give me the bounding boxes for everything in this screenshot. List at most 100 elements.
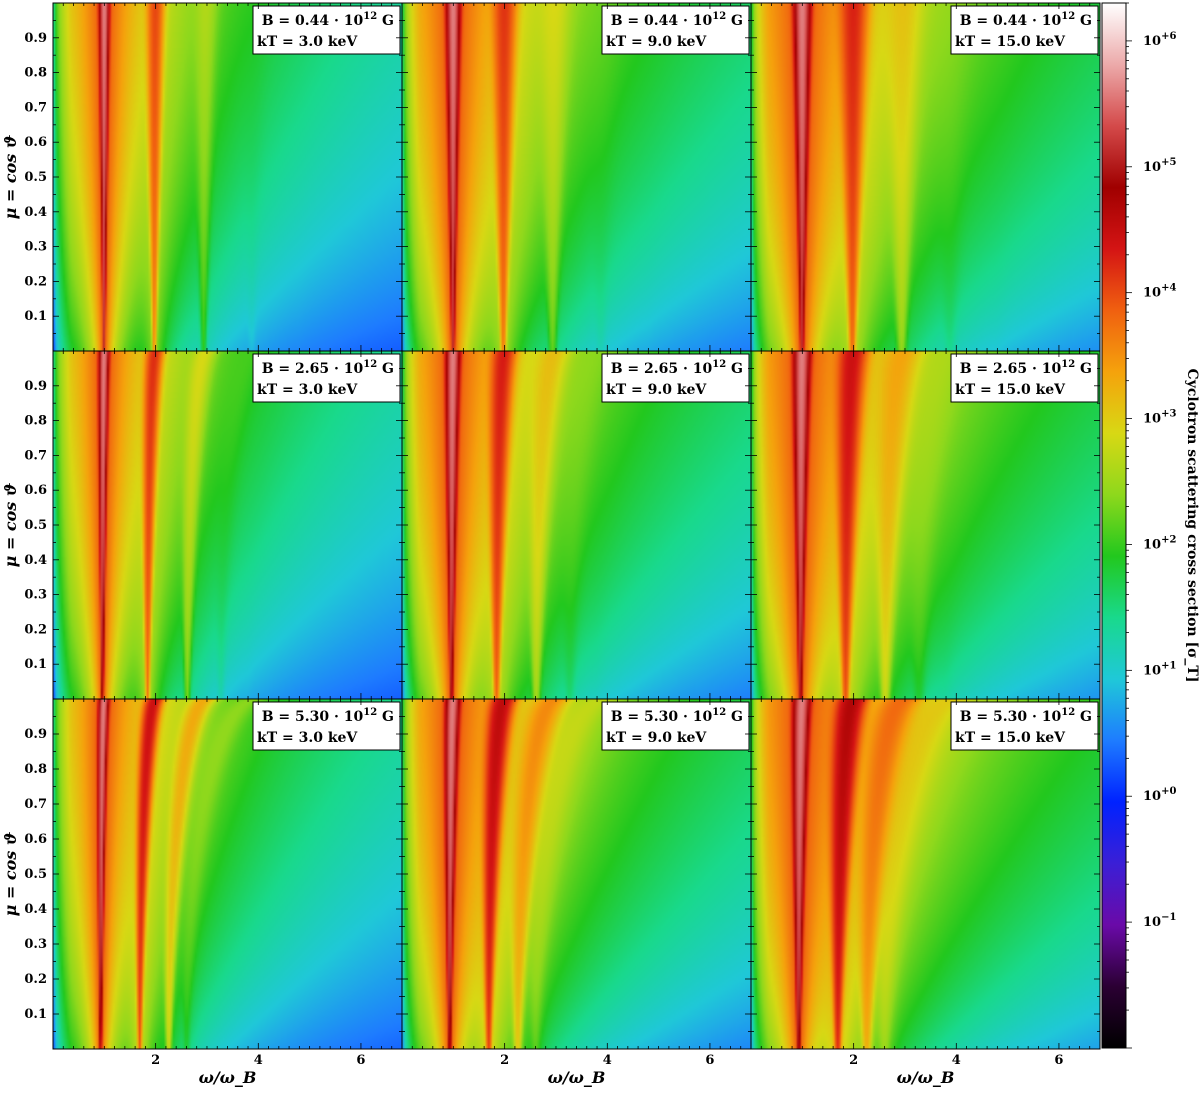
- annotation-temperature: kT = 15.0 keV: [955, 382, 1066, 398]
- y-tick-label: 0.7: [24, 448, 47, 463]
- y-axis-label: μ = cos ϑ: [1, 831, 20, 916]
- panel-1-2: B = 2.65 · 1012 G kT = 15.0 keV: [751, 351, 1100, 699]
- y-tick-label: 0.8: [24, 66, 47, 81]
- annotation-box: [601, 5, 750, 55]
- colorbar-label: Cyclotron scattering cross section [σ_T]: [1184, 369, 1200, 683]
- y-tick-label: 0.2: [24, 972, 47, 987]
- annotation-box: [252, 353, 401, 403]
- annotation-b-field: B = 2.65 · 1012 G: [611, 359, 743, 377]
- heatmap-image: [751, 3, 1100, 351]
- y-tick-label: 0.9: [24, 727, 47, 742]
- colorbar-tick-label: 10+2: [1143, 534, 1176, 552]
- y-tick-label: 0.8: [24, 762, 47, 777]
- annotation-box: [950, 353, 1099, 403]
- annotation-temperature: kT = 9.0 keV: [606, 34, 707, 50]
- annotation-box: [252, 5, 401, 55]
- annotation-temperature: kT = 15.0 keV: [955, 34, 1066, 50]
- y-tick-label: 0.5: [24, 518, 47, 533]
- annotation-b-field: B = 5.30 · 1012 G: [611, 707, 743, 725]
- colorbar-tick-label: 10+5: [1143, 157, 1176, 175]
- panel-0-1: B = 0.44 · 1012 G kT = 9.0 keV: [402, 3, 751, 351]
- colorbar-tick-label: 10+6: [1143, 31, 1176, 49]
- y-tick-label: 0.8: [24, 414, 47, 429]
- y-tick-label: 0.6: [24, 483, 47, 498]
- y-tick-label: 0.5: [24, 867, 47, 882]
- heatmap-image: [53, 699, 402, 1049]
- heatmap-image: [53, 351, 402, 699]
- panel-0-2: B = 0.44 · 1012 G kT = 15.0 keV: [751, 3, 1100, 351]
- axes-layer: 0.1 0.2 0.3 0.4 0.5 0.6 0.7 0.8 0.9 μ = cos ϑ 0.1 0…: [1, 2, 1101, 1087]
- y-tick-label: 0.4: [24, 205, 47, 220]
- x-axis-label: ω/ω_B: [548, 1068, 606, 1087]
- y-tick-label: 0.1: [24, 309, 47, 324]
- x-tick-label: 4: [952, 1053, 961, 1068]
- annotation-box: [252, 701, 401, 751]
- x-tick-label: 6: [1054, 1053, 1063, 1068]
- annotation-box: [950, 5, 1099, 55]
- x-tick-label: 6: [705, 1053, 714, 1068]
- colorbar-tick-label: 10−1: [1143, 912, 1176, 930]
- panel-0-0: B = 0.44 · 1012 G kT = 3.0 keV: [53, 3, 402, 351]
- heatmap-image: [53, 3, 402, 351]
- annotation-b-field: B = 5.30 · 1012 G: [960, 707, 1092, 725]
- y-tick-label: 0.4: [24, 902, 47, 917]
- colorbar-tick-label: 10+4: [1143, 283, 1176, 301]
- y-tick-label: 0.9: [24, 31, 47, 46]
- panel-2-2: B = 5.30 · 1012 G kT = 15.0 keV: [751, 699, 1100, 1049]
- annotation-temperature: kT = 3.0 keV: [257, 34, 358, 50]
- annotation-b-field: B = 0.44 · 1012 G: [262, 11, 394, 29]
- y-tick-label: 0.1: [24, 1007, 47, 1022]
- y-axis-label: μ = cos ϑ: [1, 482, 20, 567]
- annotation-temperature: kT = 15.0 keV: [955, 730, 1066, 746]
- heatmap-image: [402, 351, 751, 699]
- annotation-b-field: B = 2.65 · 1012 G: [960, 359, 1092, 377]
- y-tick-label: 0.5: [24, 170, 47, 185]
- y-tick-label: 0.6: [24, 135, 47, 150]
- y-tick-label: 0.3: [24, 240, 47, 255]
- x-tick-label: 4: [254, 1053, 263, 1068]
- heatmap-image: [751, 699, 1100, 1049]
- annotation-box: [601, 701, 750, 751]
- heatmap-image: [402, 3, 751, 351]
- y-tick-label: 0.2: [24, 274, 47, 289]
- x-tick-label: 2: [849, 1053, 858, 1068]
- colorbar-gradient: [1101, 2, 1127, 1049]
- annotation-b-field: B = 0.44 · 1012 G: [960, 11, 1092, 29]
- y-tick-label: 0.3: [24, 937, 47, 952]
- annotation-temperature: kT = 9.0 keV: [606, 730, 707, 746]
- x-axis-label: ω/ω_B: [199, 1068, 257, 1087]
- colorbar-tick-label: 10+0: [1143, 786, 1176, 804]
- annotation-temperature: kT = 3.0 keV: [257, 382, 358, 398]
- annotation-temperature: kT = 3.0 keV: [257, 730, 358, 746]
- colorbar-tick-label: 10+3: [1143, 409, 1176, 427]
- x-tick-label: 6: [356, 1053, 365, 1068]
- panel-1-0: B = 2.65 · 1012 G kT = 3.0 keV: [53, 351, 402, 699]
- x-tick-label: 4: [603, 1053, 612, 1068]
- panel-2-1: B = 5.30 · 1012 G kT = 9.0 keV: [402, 699, 751, 1049]
- y-tick-label: 0.7: [24, 100, 47, 115]
- y-tick-label: 0.4: [24, 553, 47, 568]
- y-tick-label: 0.7: [24, 797, 47, 812]
- x-axis-label: ω/ω_B: [897, 1068, 955, 1087]
- x-tick-label: 2: [500, 1053, 509, 1068]
- panel-1-1: B = 2.65 · 1012 G kT = 9.0 keV: [402, 351, 751, 699]
- annotation-box: [601, 353, 750, 403]
- y-axis-label: μ = cos ϑ: [1, 134, 20, 219]
- annotation-b-field: B = 2.65 · 1012 G: [262, 359, 394, 377]
- annotation-b-field: B = 5.30 · 1012 G: [262, 707, 394, 725]
- colorbar-tick-label: 10+1: [1143, 660, 1176, 678]
- colorbar: 10−1 10+0 10+1 10+2 10+3 10+4 10+5 10+6 Cyclotro…: [1101, 2, 1200, 1049]
- y-tick-label: 0.6: [24, 832, 47, 847]
- annotation-b-field: B = 0.44 · 1012 G: [611, 11, 743, 29]
- annotation-temperature: kT = 9.0 keV: [606, 382, 707, 398]
- annotation-box: [950, 701, 1099, 751]
- heatmap-image: [402, 699, 751, 1049]
- y-tick-label: 0.2: [24, 622, 47, 637]
- y-tick-label: 0.9: [24, 379, 47, 394]
- y-tick-label: 0.1: [24, 657, 47, 672]
- panel-2-0: B = 5.30 · 1012 G kT = 3.0 keV: [53, 699, 402, 1049]
- x-tick-label: 2: [151, 1053, 160, 1068]
